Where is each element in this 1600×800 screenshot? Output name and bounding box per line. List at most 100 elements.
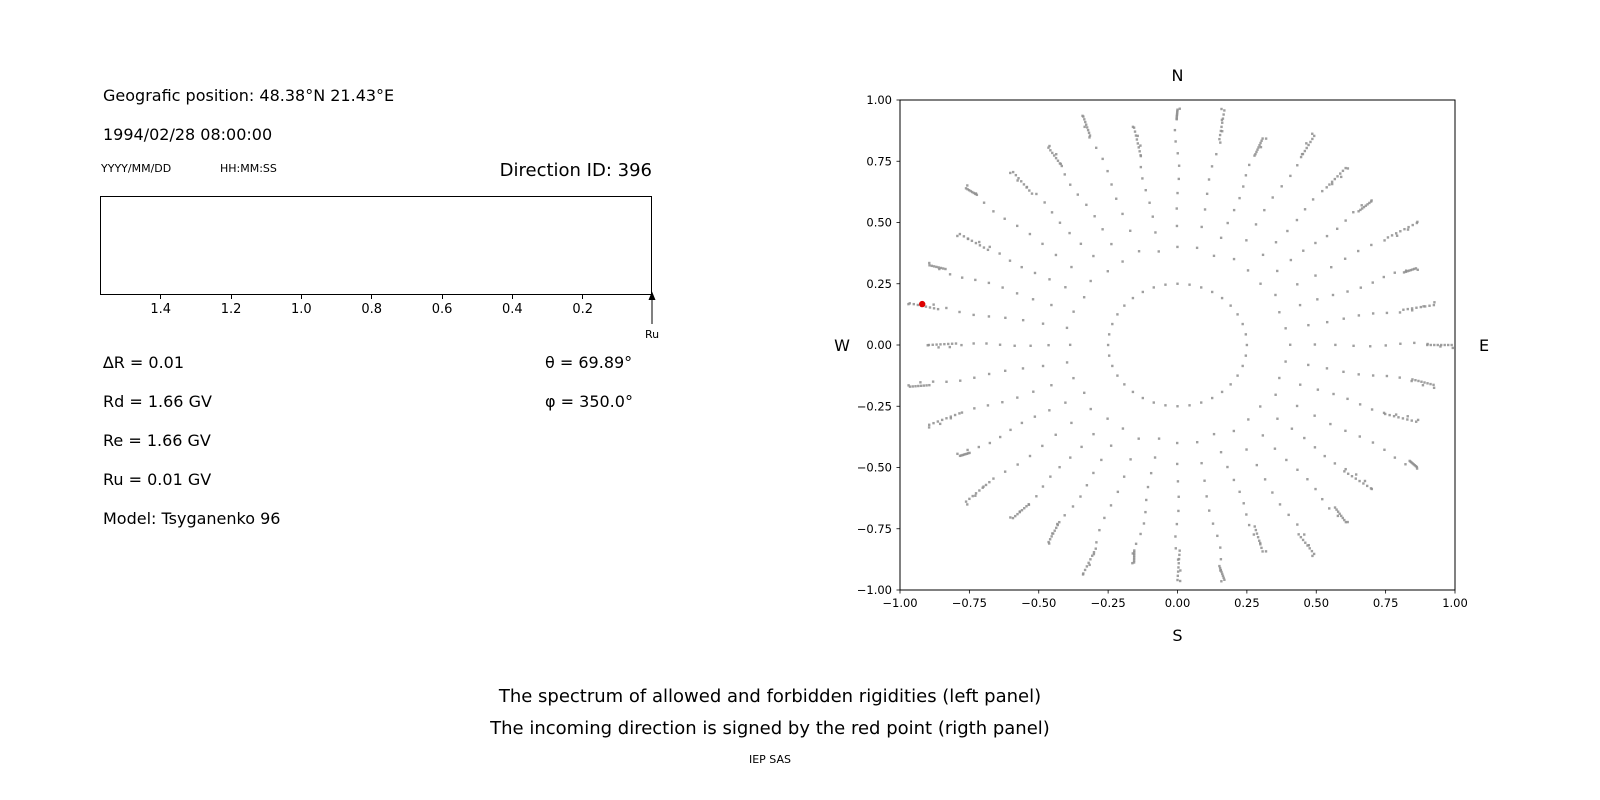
scatter-dot [1135, 138, 1139, 141]
scatter-dot [1106, 417, 1109, 420]
scatter-dot [1408, 459, 1411, 463]
scatter-dot [1116, 490, 1120, 494]
scatter-dot [1101, 157, 1104, 161]
scatter-dot [960, 454, 963, 457]
scatter-dot [1041, 242, 1044, 246]
scatter-dot [1276, 417, 1279, 420]
scatter-dot [978, 489, 981, 492]
scatter-dot [998, 343, 1002, 346]
scatter-dot [1260, 546, 1263, 550]
scatter-dot [1333, 506, 1337, 509]
scatter-dot [1261, 550, 1264, 553]
scatter-dot [992, 210, 995, 213]
scatter-dot [1148, 201, 1151, 204]
scatter-dot [1384, 344, 1387, 347]
scatter-dot [1028, 189, 1031, 192]
scatter-dot [1306, 544, 1309, 547]
scatter-dot [1176, 574, 1180, 578]
scatter-dot [1407, 225, 1410, 229]
scatter-dot [1205, 192, 1209, 196]
scatter-dot [1082, 572, 1085, 575]
scatter-dot [1087, 131, 1091, 135]
scatter-dot [1068, 231, 1071, 235]
scatter-dot [1364, 204, 1367, 207]
scatter-dot [1175, 114, 1179, 118]
scatter-dot [1390, 234, 1394, 237]
scatter-dot [1357, 210, 1360, 213]
scatter-dot [1080, 445, 1083, 449]
scatter-dot [1072, 310, 1075, 313]
scatter-dot [1325, 234, 1329, 238]
scatter-dot [1018, 510, 1021, 514]
scatter-dot [1263, 478, 1267, 481]
scatter-dot [940, 418, 944, 422]
scatter-dot [1417, 379, 1420, 383]
y-tick-label: 0.00 [866, 338, 892, 352]
scatter-dot [960, 276, 964, 279]
scatter-dot [1305, 146, 1308, 150]
rigidity-spectrum-plot: 1.4 1.2 1.0 0.8 0.6 0.4 0.2 [100, 196, 652, 317]
scatter-dot [1219, 236, 1223, 240]
scatter-dot [1154, 231, 1157, 234]
scatter-dot [987, 315, 991, 318]
x-tick-label: 0.50 [1303, 596, 1329, 610]
scatter-dot [932, 303, 935, 306]
scatter-dot [1401, 417, 1405, 420]
scatter-dot [1132, 126, 1136, 129]
scatter-dot [1273, 447, 1277, 450]
y-tick-label: −0.25 [857, 399, 892, 413]
scatter-dot [1261, 137, 1264, 140]
scatter-dot [917, 384, 920, 388]
scatter-dot [1406, 228, 1410, 231]
scatter-dot [1178, 553, 1181, 557]
scatter-dot [1219, 450, 1223, 454]
scatter-dot [1296, 468, 1299, 471]
scatter-dot [1403, 227, 1406, 231]
scatter-dot [1175, 113, 1179, 117]
scatter-dot [1371, 374, 1375, 377]
scatter-dot [1212, 432, 1216, 436]
scatter-dot [1296, 523, 1299, 526]
scatter-dot [1009, 171, 1012, 175]
scatter-dot [967, 188, 971, 192]
scatter-dot [1082, 296, 1086, 299]
scatter-dot [1316, 388, 1320, 391]
scatter-dot [1088, 134, 1092, 137]
scatter-dot [1033, 271, 1037, 275]
scatter-dot [1278, 503, 1282, 506]
scatter-dot [971, 190, 974, 194]
scatter-dot [1238, 490, 1241, 494]
scatter-dot [1219, 568, 1223, 572]
scatter-dot [1146, 485, 1150, 489]
scatter-dot [1060, 164, 1063, 168]
scatter-dot [1063, 514, 1066, 517]
spectrum-x-tick-label: 0.6 [431, 302, 453, 317]
scatter-dot [1346, 520, 1349, 524]
scatter-dot [978, 244, 982, 247]
scatter-dot [1138, 150, 1141, 153]
scatter-dot [1175, 207, 1178, 210]
scatter-dot [1056, 159, 1060, 162]
scatter-dot [1133, 130, 1137, 133]
scatter-dot [949, 417, 953, 420]
scatter-dot [1232, 208, 1236, 212]
scatter-dot [1280, 185, 1283, 188]
scatter-dot [961, 453, 964, 457]
scatter-dot [1048, 409, 1051, 412]
scatter-dot [936, 420, 940, 423]
scatter-dot [912, 302, 916, 306]
scatter-dot [1399, 342, 1402, 345]
scatter-dot [984, 483, 988, 487]
scatter-dot [936, 307, 940, 311]
scatter-dot [1175, 441, 1179, 445]
ru-arrow-label: Ru [644, 328, 660, 341]
scatter-dot [1287, 513, 1290, 517]
scatter-dot [974, 492, 978, 495]
scatter-dot [1311, 132, 1314, 135]
scatter-dot [1331, 293, 1335, 297]
red-point [919, 300, 926, 308]
scatter-dot [1301, 538, 1305, 542]
scatter-dot [1136, 142, 1140, 145]
y-tick-label: −0.50 [857, 461, 892, 475]
scatter-dot [928, 261, 931, 265]
